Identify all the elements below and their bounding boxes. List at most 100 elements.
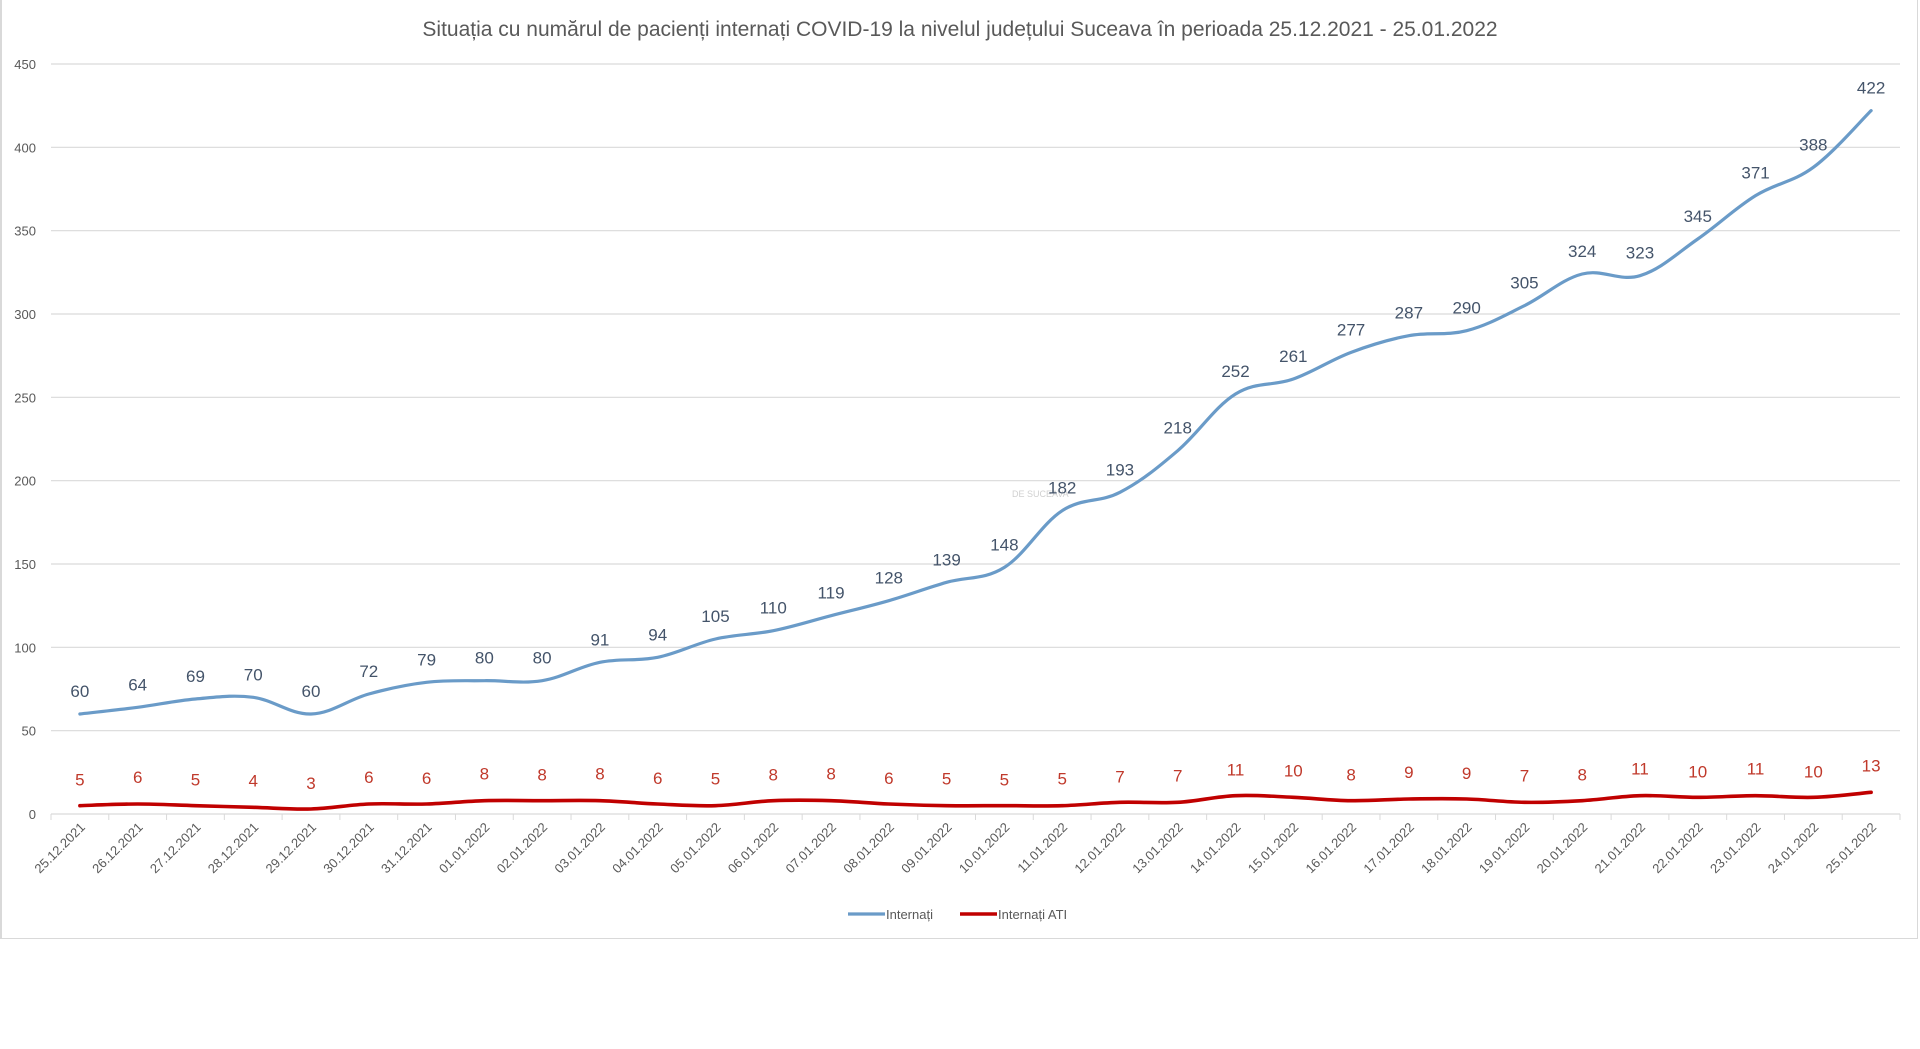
data-label: 70 bbox=[244, 665, 263, 684]
data-label: 6 bbox=[653, 769, 662, 788]
data-label: 69 bbox=[186, 667, 205, 686]
data-label: 9 bbox=[1404, 763, 1413, 782]
data-label: 287 bbox=[1395, 304, 1423, 323]
data-label: 277 bbox=[1337, 320, 1365, 339]
data-label: 105 bbox=[701, 607, 729, 626]
x-tick-label: 18.01.2022 bbox=[1418, 820, 1475, 877]
legend: Internați Internați ATI bbox=[848, 907, 1067, 922]
data-label: 324 bbox=[1568, 242, 1596, 261]
y-tick-label: 200 bbox=[14, 474, 36, 489]
x-tick-label: 09.01.2022 bbox=[898, 820, 955, 877]
x-tick-label: 25.01.2022 bbox=[1823, 820, 1880, 877]
x-tick-label: 30.12.2021 bbox=[320, 820, 377, 877]
data-label: 371 bbox=[1741, 164, 1769, 183]
data-label: 91 bbox=[590, 630, 609, 649]
x-tick-label: 26.12.2021 bbox=[89, 820, 146, 877]
x-tick-label: 19.01.2022 bbox=[1476, 820, 1533, 877]
x-tick-label: 27.12.2021 bbox=[147, 820, 204, 877]
x-tick-label: 02.01.2022 bbox=[494, 820, 551, 877]
x-tick-label: 24.01.2022 bbox=[1765, 820, 1822, 877]
data-label: 80 bbox=[533, 649, 552, 668]
data-label: 80 bbox=[475, 649, 494, 668]
x-tick-label: 17.01.2022 bbox=[1360, 820, 1417, 877]
data-label: 6 bbox=[884, 769, 893, 788]
data-label: 5 bbox=[191, 771, 200, 790]
y-tick-label: 400 bbox=[14, 140, 36, 155]
data-label: 8 bbox=[1577, 766, 1586, 785]
series-line-internati-ati bbox=[78, 790, 1873, 811]
data-label: 8 bbox=[769, 766, 778, 785]
x-tick-label: 12.01.2022 bbox=[1071, 820, 1128, 877]
x-tick-label: 07.01.2022 bbox=[783, 820, 840, 877]
series-group bbox=[78, 109, 1873, 811]
x-tick-label: 20.01.2022 bbox=[1534, 820, 1591, 877]
x-tick-label: 06.01.2022 bbox=[725, 820, 782, 877]
watermark: DE SUCEAVA bbox=[1012, 489, 1069, 499]
x-tick-label: 13.01.2022 bbox=[1129, 820, 1186, 877]
data-label: 7 bbox=[1173, 766, 1182, 785]
y-tick-label: 150 bbox=[14, 557, 36, 572]
chart-frame bbox=[0, 0, 1918, 939]
data-label: 193 bbox=[1106, 460, 1134, 479]
data-label: 261 bbox=[1279, 347, 1307, 366]
data-label: 290 bbox=[1452, 299, 1480, 318]
x-tick-label: 29.12.2021 bbox=[263, 820, 320, 877]
x-tick-label: 25.12.2021 bbox=[31, 820, 88, 877]
legend-label: Internați ATI bbox=[998, 907, 1067, 922]
x-tick-label: 16.01.2022 bbox=[1303, 820, 1360, 877]
y-tick-label: 100 bbox=[14, 640, 36, 655]
data-label: 5 bbox=[1000, 771, 1009, 790]
data-label: 64 bbox=[128, 675, 147, 694]
data-label: 110 bbox=[760, 599, 787, 618]
data-label: 5 bbox=[1057, 770, 1066, 789]
data-label: 94 bbox=[648, 625, 667, 644]
legend-label: Internați bbox=[886, 907, 933, 922]
data-label: 10 bbox=[1804, 762, 1823, 781]
y-tick-label: 250 bbox=[14, 390, 36, 405]
data-label: 119 bbox=[817, 584, 844, 603]
y-axis: 0 50 100 150 200 250 300 350 400 450 bbox=[14, 57, 36, 822]
data-label: 6 bbox=[422, 769, 431, 788]
series-line-internati bbox=[78, 109, 1873, 716]
data-label: 72 bbox=[359, 662, 378, 681]
x-tick-label: 21.01.2022 bbox=[1591, 820, 1648, 877]
data-label: 8 bbox=[1346, 766, 1355, 785]
data-label: 11 bbox=[1747, 760, 1765, 779]
data-label: 388 bbox=[1799, 135, 1827, 154]
x-tick-label: 28.12.2021 bbox=[205, 820, 262, 877]
data-label: 79 bbox=[417, 650, 436, 669]
data-label: 4 bbox=[249, 771, 258, 790]
y-tick-label: 50 bbox=[22, 724, 36, 739]
data-label: 13 bbox=[1862, 756, 1881, 775]
chart-title: Situația cu numărul de pacienți internaț… bbox=[422, 18, 1497, 41]
data-label: 60 bbox=[302, 682, 321, 701]
data-label: 5 bbox=[942, 770, 951, 789]
data-label: 6 bbox=[133, 768, 142, 787]
data-label: 9 bbox=[1462, 764, 1471, 783]
data-label: 305 bbox=[1510, 274, 1538, 293]
data-label: 3 bbox=[306, 774, 315, 793]
data-label: 11 bbox=[1631, 760, 1649, 779]
x-tick-label: 05.01.2022 bbox=[667, 820, 724, 877]
data-label: 8 bbox=[826, 765, 835, 784]
data-label: 10 bbox=[1284, 761, 1303, 780]
x-tick-label: 15.01.2022 bbox=[1245, 820, 1302, 877]
data-label: 422 bbox=[1857, 79, 1885, 98]
data-label: 10 bbox=[1688, 762, 1707, 781]
y-tick-label: 450 bbox=[14, 57, 36, 72]
x-tick-label: 22.01.2022 bbox=[1649, 820, 1706, 877]
x-tick-label: 23.01.2022 bbox=[1707, 820, 1764, 877]
x-tick-label: 08.01.2022 bbox=[840, 820, 897, 877]
data-label: 7 bbox=[1115, 767, 1124, 786]
x-tick-label: 10.01.2022 bbox=[956, 820, 1013, 877]
data-label: 8 bbox=[480, 765, 489, 784]
data-label: 148 bbox=[990, 535, 1018, 554]
x-tick-label: 14.01.2022 bbox=[1187, 820, 1244, 877]
data-label: 139 bbox=[932, 550, 960, 569]
data-label: 8 bbox=[595, 765, 604, 784]
x-tick-label: 31.12.2021 bbox=[378, 820, 435, 877]
data-label: 7 bbox=[1520, 766, 1529, 785]
x-tick-label: 04.01.2022 bbox=[609, 820, 666, 877]
data-label: 128 bbox=[875, 569, 903, 588]
